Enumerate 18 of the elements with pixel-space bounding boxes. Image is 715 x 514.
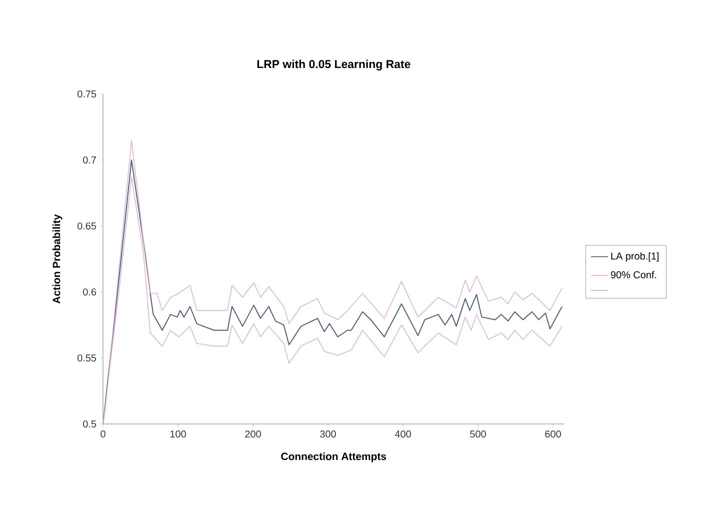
x-tick-label: 200 xyxy=(245,430,261,438)
x-tick-label: 500 xyxy=(470,430,486,438)
x-tick-label: 100 xyxy=(170,430,186,438)
x-tick-label: 600 xyxy=(545,430,561,438)
x-tick-label: 300 xyxy=(320,430,336,438)
legend-label: 90% Conf. xyxy=(610,271,656,278)
x-tick-label: 400 xyxy=(394,430,411,438)
x-axis-title: Connection Attempts xyxy=(281,452,386,462)
y-tick-label: 0.7 xyxy=(83,156,96,164)
y-tick-label: 0.5 xyxy=(83,420,96,428)
y-tick-label: 0.65 xyxy=(77,222,96,230)
y-tick-label: 0.6 xyxy=(83,288,96,296)
legend-label: LA prob.[1] xyxy=(611,252,658,262)
chart-title: LRP with 0.05 Learning Rate xyxy=(257,60,410,70)
y-tick-label: 0.55 xyxy=(77,354,96,362)
y-axis-title: Action Probability xyxy=(52,214,62,304)
x-tick-label: 0 xyxy=(100,430,106,438)
y-tick-label: 0.75 xyxy=(77,90,96,98)
